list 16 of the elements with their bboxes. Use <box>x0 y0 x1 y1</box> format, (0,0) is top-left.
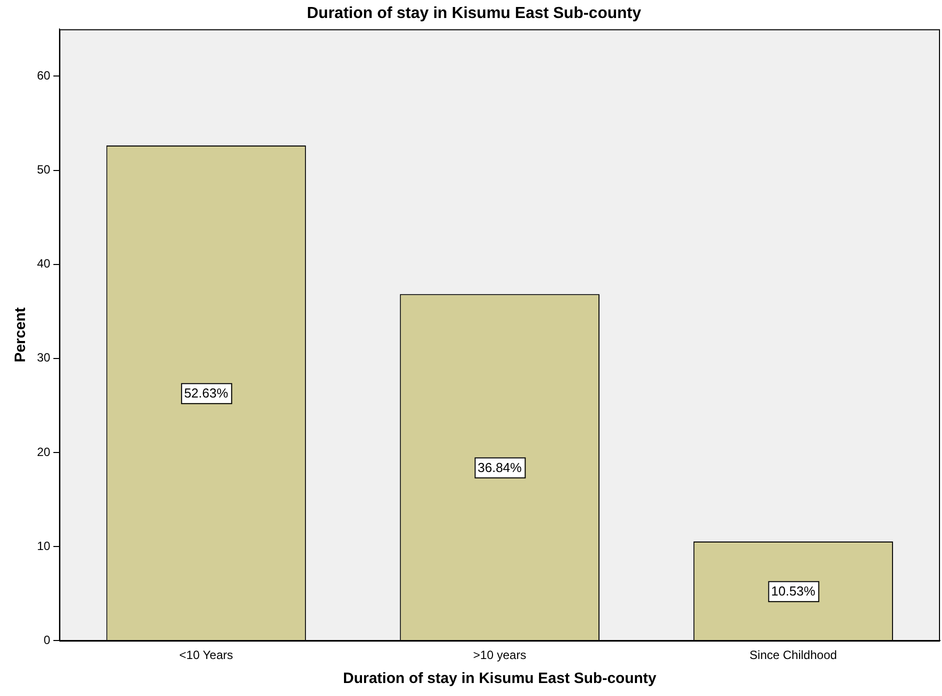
x-tick-label: <10 Years <box>179 648 233 662</box>
data-label: 10.53% <box>771 584 816 599</box>
y-axis-title: Percent <box>12 307 30 362</box>
x-tick-label: Since Childhood <box>750 648 837 662</box>
y-tick-label: 10 <box>36 538 51 553</box>
y-tick-label: 30 <box>36 350 51 365</box>
x-axis-title: Duration of stay in Kisumu East Sub-county <box>342 670 658 688</box>
y-tick-label: 20 <box>36 444 51 459</box>
y-tick-label: 40 <box>36 256 51 271</box>
y-tick-label: 60 <box>36 68 51 83</box>
data-label: 52.63% <box>184 386 229 401</box>
y-tick-label: 50 <box>36 162 51 177</box>
x-tick-label: >10 years <box>473 648 526 662</box>
data-label: 36.84% <box>478 460 522 475</box>
chart-title: Duration of stay in Kisumu East Sub-county <box>306 5 642 22</box>
y-tick-label: 0 <box>44 632 51 647</box>
